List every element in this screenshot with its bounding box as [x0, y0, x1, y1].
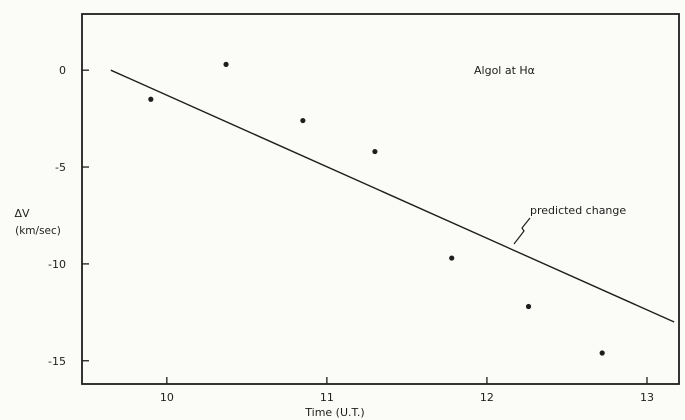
y-axis-label-units: (km/sec) — [15, 225, 61, 237]
y-tick-label: -5 — [55, 161, 66, 174]
predicted-change-line — [110, 69, 675, 323]
y-tick-label: -10 — [48, 258, 66, 271]
annotation-pointer — [513, 217, 531, 245]
x-axis-label: Time (U.T.) — [304, 406, 364, 419]
data-point — [599, 350, 605, 356]
y-tick-label: -15 — [48, 355, 66, 368]
data-point — [449, 255, 455, 261]
y-axis-label-delta-v: ΔV — [14, 207, 30, 220]
x-tick-label: 11 — [320, 391, 334, 404]
data-point — [525, 303, 532, 310]
x-tick-label: 12 — [480, 391, 494, 404]
predicted-change-label: predicted change — [530, 204, 626, 217]
chart-title: Algol at Hα — [474, 64, 535, 77]
x-tick-label: 13 — [640, 391, 654, 404]
plot-frame — [81, 13, 680, 385]
data-point — [148, 96, 154, 102]
data-point — [223, 61, 229, 67]
y-tick-label: 0 — [59, 64, 66, 77]
x-tick-label: 10 — [160, 391, 174, 404]
data-point — [372, 148, 378, 155]
data-point — [300, 117, 306, 124]
